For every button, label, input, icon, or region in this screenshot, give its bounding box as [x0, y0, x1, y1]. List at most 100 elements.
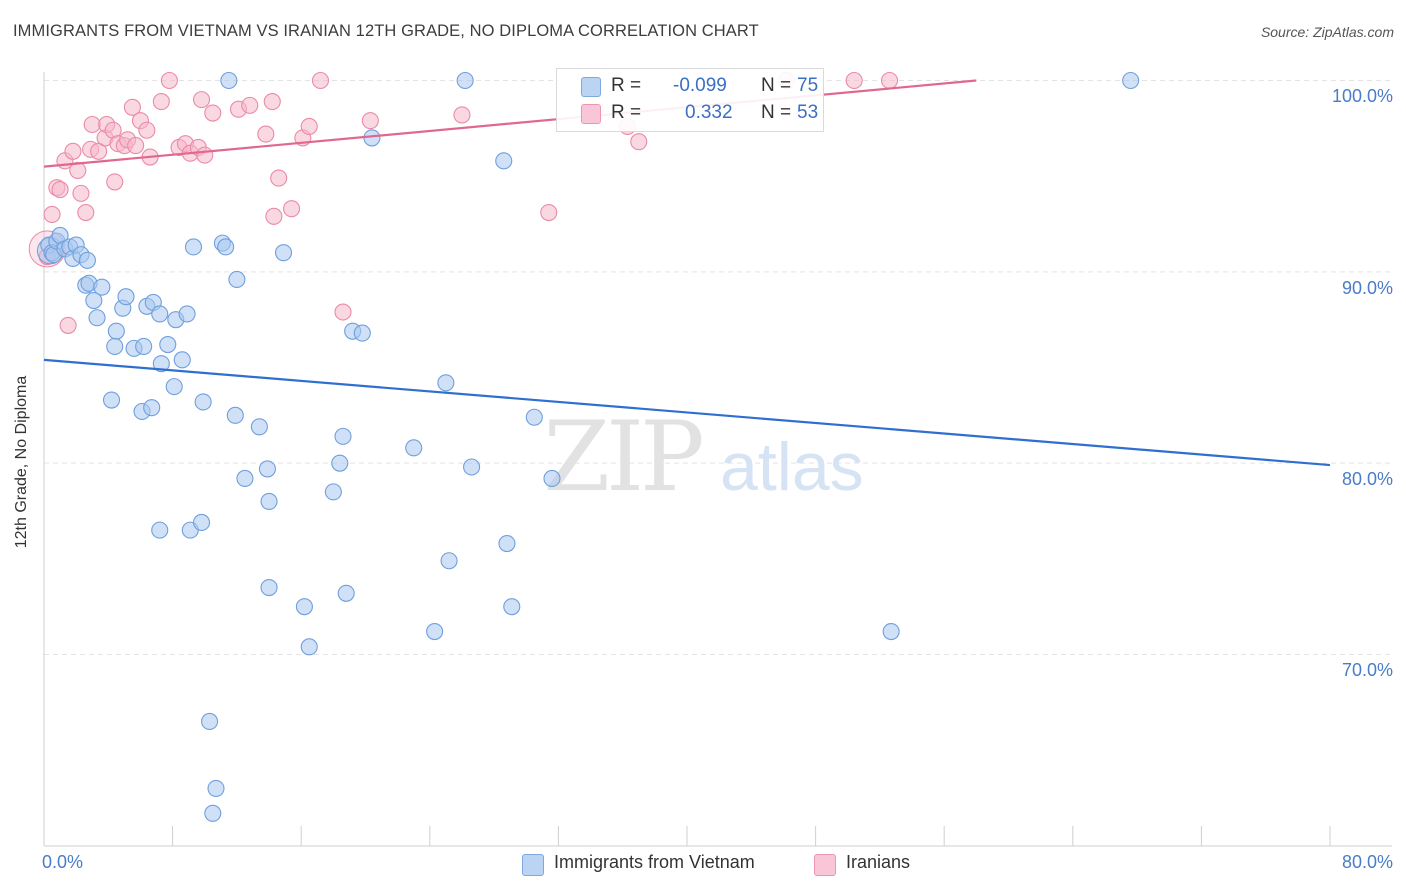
data-point: [59, 316, 77, 334]
data-point: [540, 203, 558, 222]
pink-swatch: [814, 854, 836, 876]
watermark-zip: ZIP: [543, 401, 702, 513]
pink-swatch: [581, 104, 601, 124]
data-point: [263, 92, 281, 111]
data-point: [192, 91, 211, 109]
data-point: [456, 71, 474, 90]
data-point: [437, 374, 455, 392]
data-point: [353, 324, 371, 342]
data-point: [160, 71, 178, 90]
data-point: [880, 71, 899, 90]
data-point: [334, 303, 352, 321]
data-point: [337, 584, 355, 602]
data-point: [498, 534, 516, 553]
data-point: [503, 598, 521, 616]
legend-label: Immigrants from Vietnam: [554, 852, 755, 872]
y-tick-label-100: 100.0%: [1331, 86, 1393, 106]
data-point: [220, 71, 238, 90]
data-point: [204, 804, 222, 822]
data-point: [204, 104, 222, 122]
data-point: [64, 142, 82, 160]
data-point: [127, 137, 145, 155]
data-point: [295, 598, 313, 616]
data-point: [324, 483, 342, 501]
data-point: [882, 622, 900, 641]
r-label: R =: [611, 102, 642, 123]
x-tick-label-min: 0.0%: [42, 852, 84, 872]
data-point: [77, 203, 95, 222]
data-point: [426, 622, 444, 641]
data-point: [495, 152, 513, 170]
data-point: [51, 181, 69, 199]
data-point: [151, 521, 169, 539]
data-point: [151, 305, 169, 323]
data-point: [184, 238, 203, 256]
source-credit: Source: ZipAtlas.com: [1260, 24, 1394, 40]
data-point: [106, 337, 124, 356]
data-point: [207, 779, 225, 797]
data-point: [453, 106, 471, 124]
y-tick-label-90: 90.0%: [1341, 278, 1393, 298]
data-point: [117, 288, 135, 306]
data-point: [102, 391, 121, 409]
data-point: [274, 244, 293, 262]
data-point: [260, 492, 278, 510]
data-point: [192, 513, 211, 532]
data-point: [543, 469, 561, 488]
series-legend: Immigrants from Vietnam Iranians: [0, 852, 1406, 878]
r-label: R =: [611, 75, 642, 96]
data-point: [265, 207, 283, 225]
data-point: [300, 638, 318, 656]
data-point: [165, 378, 183, 396]
series-vietnam-points: [36, 71, 1140, 822]
data-point: [311, 71, 330, 90]
y-tick-label-70: 70.0%: [1341, 660, 1393, 680]
data-point: [173, 351, 191, 369]
data-point: [194, 393, 212, 411]
data-point: [143, 399, 161, 417]
data-point: [525, 408, 543, 426]
data-point: [1122, 71, 1140, 90]
data-point: [159, 335, 177, 354]
trend-line-vietnam: [43, 358, 1331, 467]
data-point: [85, 291, 103, 310]
data-point: [257, 125, 275, 143]
legend-label: Iranians: [846, 852, 911, 872]
data-point: [630, 133, 648, 151]
y-axis-label: 12th Grade, No Diploma: [13, 375, 30, 549]
data-point: [463, 458, 481, 476]
n-value: 75: [797, 75, 819, 96]
r-value: -0.099: [673, 75, 727, 96]
data-point: [236, 469, 254, 488]
data-point: [78, 251, 96, 269]
data-point: [83, 115, 101, 134]
data-point: [331, 454, 349, 472]
data-point: [123, 98, 141, 116]
n-value: 53: [797, 102, 819, 123]
chart-title: IMMIGRANTS FROM VIETNAM VS IRANIAN 12TH …: [13, 22, 759, 40]
blue-swatch: [581, 77, 601, 97]
data-point: [270, 169, 288, 187]
data-point: [107, 322, 125, 340]
data-point: [135, 337, 153, 356]
gridlines: [44, 80, 1392, 655]
data-point: [405, 439, 423, 457]
data-point: [440, 552, 458, 570]
data-point: [152, 355, 170, 373]
y-tick-label-80: 80.0%: [1341, 469, 1393, 489]
watermark-atlas: atlas: [720, 429, 864, 505]
data-point: [217, 238, 235, 256]
x-tick-label-max: 80.0%: [1341, 852, 1393, 872]
data-point: [152, 92, 170, 111]
trend-line-iranians: [43, 79, 977, 168]
data-point: [250, 418, 268, 436]
data-point: [283, 200, 301, 218]
data-point: [106, 173, 124, 191]
data-point: [258, 460, 276, 478]
data-point: [845, 71, 863, 90]
data-point: [72, 184, 90, 202]
data-point: [93, 278, 111, 296]
data-point: [241, 96, 259, 114]
blue-swatch: [522, 854, 544, 876]
